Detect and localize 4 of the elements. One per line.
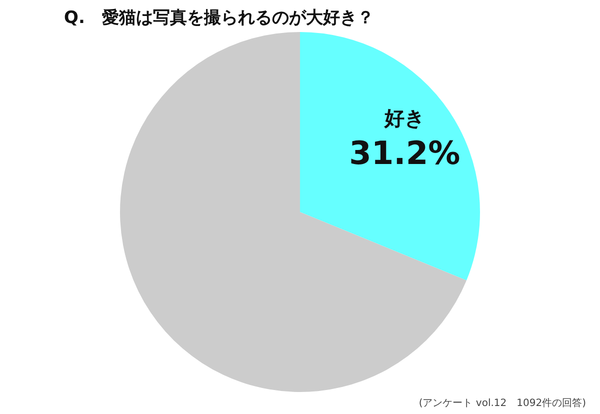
data-label: 31.2% [349, 134, 460, 172]
text: (アンケート vol.12 1092件の回答) [418, 397, 586, 410]
chart-title: Q. 愛猫は写真を撮られるのが大好き？ [64, 7, 374, 29]
slice-label: 好き [384, 106, 425, 130]
